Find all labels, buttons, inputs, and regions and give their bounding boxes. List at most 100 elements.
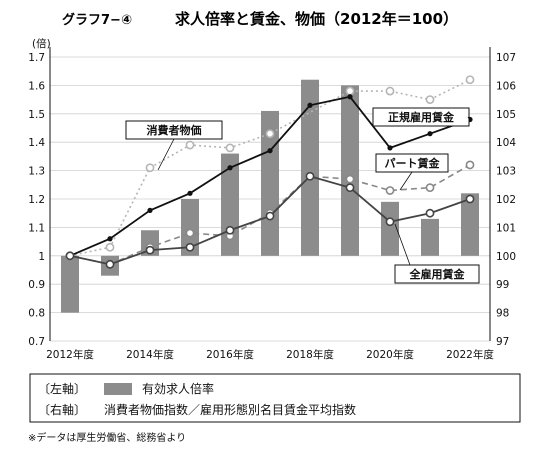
bar xyxy=(221,153,239,256)
x-tick-label: 2016年度 xyxy=(206,348,254,361)
bar xyxy=(381,201,399,256)
left-tick-label: 1.1 xyxy=(28,222,45,234)
right-tick-label: 103 xyxy=(496,166,516,178)
x-tick-label: 2018年度 xyxy=(286,348,334,361)
series-point xyxy=(65,251,75,261)
right-tick-label: 97 xyxy=(496,336,509,348)
legend-line-text: 消費者物価指数／雇用形態別名目賃金平均指数 xyxy=(104,402,356,417)
series-point xyxy=(185,228,195,238)
left-tick-label: 1.7 xyxy=(28,52,45,64)
series-point xyxy=(227,165,233,171)
left-tick-label: 1.5 xyxy=(28,109,45,121)
right-tick-label: 105 xyxy=(496,109,516,121)
bar xyxy=(421,218,439,256)
series-point xyxy=(225,225,235,235)
legend-left-axis-label: 〔左軸〕 xyxy=(38,381,86,396)
series-point xyxy=(385,186,395,195)
left-tick-label: 1.2 xyxy=(28,194,45,206)
legend-bar-text: 有効求人倍率 xyxy=(142,381,214,396)
series-point xyxy=(345,86,355,96)
legend: 〔左軸〕 有効求人倍率 〔右軸〕 消費者物価指数／雇用形態別名目賃金平均指数 xyxy=(29,373,521,423)
series-point xyxy=(225,143,235,153)
series-point xyxy=(425,183,435,193)
series-point xyxy=(185,242,195,252)
right-tick-label: 98 xyxy=(496,308,509,320)
series-point xyxy=(107,236,113,242)
legend-box xyxy=(29,373,521,423)
series-line xyxy=(69,79,471,257)
left-axis-unit: (倍) xyxy=(32,37,51,50)
bar xyxy=(61,255,79,313)
bar-series xyxy=(61,79,479,313)
series-point xyxy=(465,75,475,85)
right-tick-label: 100 xyxy=(496,251,516,263)
callout-all-leader xyxy=(394,223,411,266)
x-tick-label: 2022年度 xyxy=(446,348,494,361)
series-point xyxy=(267,148,273,154)
right-tick-label: 101 xyxy=(496,222,516,234)
series-point xyxy=(385,86,395,96)
callout-cpi-label: 消費者物価 xyxy=(147,123,202,137)
series-point xyxy=(385,217,395,227)
callout-part-wage-label: パート賃金 xyxy=(385,156,441,170)
left-tick-label: 1.4 xyxy=(28,137,45,149)
callout-part-leader xyxy=(399,171,413,191)
right-tick-label: 102 xyxy=(496,194,516,206)
series-point xyxy=(105,259,115,269)
bar xyxy=(181,199,199,256)
chart-title: 求人倍率と賃金、物価（2012年＝100） xyxy=(175,10,458,28)
source-note: ※データは厚生労働省、総務省より xyxy=(28,431,186,444)
callout-regular-wage: 正規雇用賃金 xyxy=(372,107,470,127)
bar xyxy=(341,85,359,256)
bar xyxy=(301,79,319,256)
series-point xyxy=(265,211,275,221)
callout-part-wage: パート賃金 xyxy=(375,153,449,173)
callout-regular-wage-label: 正規雇用賃金 xyxy=(388,110,455,124)
series-point xyxy=(425,95,435,104)
series-point xyxy=(427,131,433,137)
x-tick-label: 2012年度 xyxy=(46,348,94,361)
line-series xyxy=(65,75,475,269)
callout-cpi-leader xyxy=(157,138,175,171)
series-point xyxy=(145,163,155,173)
legend-bar-swatch xyxy=(104,383,132,395)
left-tick-label: 0.9 xyxy=(28,279,45,291)
callout-cpi: 消費者物価 xyxy=(125,120,223,140)
bar xyxy=(461,193,479,256)
series-point xyxy=(305,171,315,181)
right-tick-label: 99 xyxy=(496,279,509,291)
bar xyxy=(261,110,279,256)
series-point xyxy=(347,94,353,100)
legend-right-axis-label: 〔右軸〕 xyxy=(38,402,86,417)
series-point xyxy=(465,160,475,170)
series-point xyxy=(185,140,195,150)
left-tick-label: 1.3 xyxy=(28,166,45,178)
graph-label: グラフ7−④ xyxy=(62,12,132,28)
series-point xyxy=(307,102,313,108)
right-tick-label: 107 xyxy=(496,52,516,64)
left-tick-label: 1 xyxy=(38,251,45,263)
left-tick-label: 1.6 xyxy=(28,80,45,92)
callout-regular-leader xyxy=(467,116,471,122)
series-point xyxy=(265,129,275,139)
axes xyxy=(49,47,491,341)
series-point xyxy=(425,208,435,218)
series-point xyxy=(345,183,355,193)
series-point xyxy=(147,207,153,213)
series-point xyxy=(345,174,355,184)
left-tick-label: 0.8 xyxy=(28,308,45,320)
series-point xyxy=(387,145,393,151)
right-tick-label: 104 xyxy=(496,137,516,149)
left-tick-label: 0.7 xyxy=(28,336,45,348)
right-tick-label: 106 xyxy=(496,80,516,92)
series-point xyxy=(145,245,155,255)
series-point xyxy=(105,242,115,252)
series-point xyxy=(465,194,475,204)
tick-labels: 0.7 0.8 0.9 1 1.1 1.2 1.3 1.4 1.5 1.6 1.7 97 98 99 100… xyxy=(28,52,516,361)
series-point xyxy=(187,190,193,196)
x-tick-label: 2014年度 xyxy=(126,348,174,361)
x-tick-label: 2020年度 xyxy=(366,348,414,361)
callout-all-wage-label: 全雇用賃金 xyxy=(409,267,466,281)
